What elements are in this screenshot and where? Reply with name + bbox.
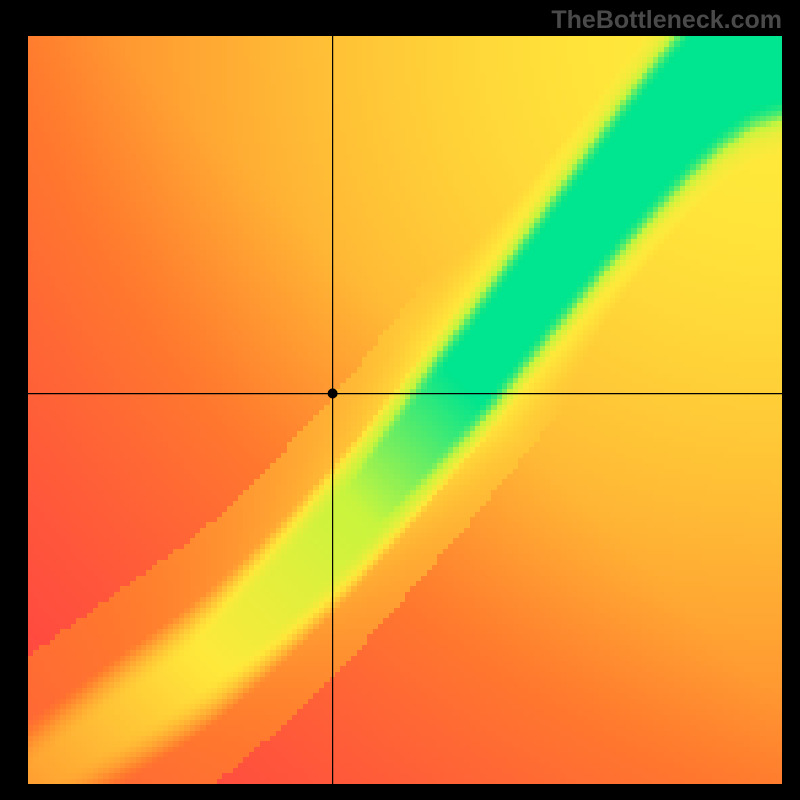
chart-container: TheBottleneck.com bbox=[0, 0, 800, 800]
attribution-label: TheBottleneck.com bbox=[551, 6, 782, 35]
heatmap-canvas bbox=[0, 0, 800, 800]
